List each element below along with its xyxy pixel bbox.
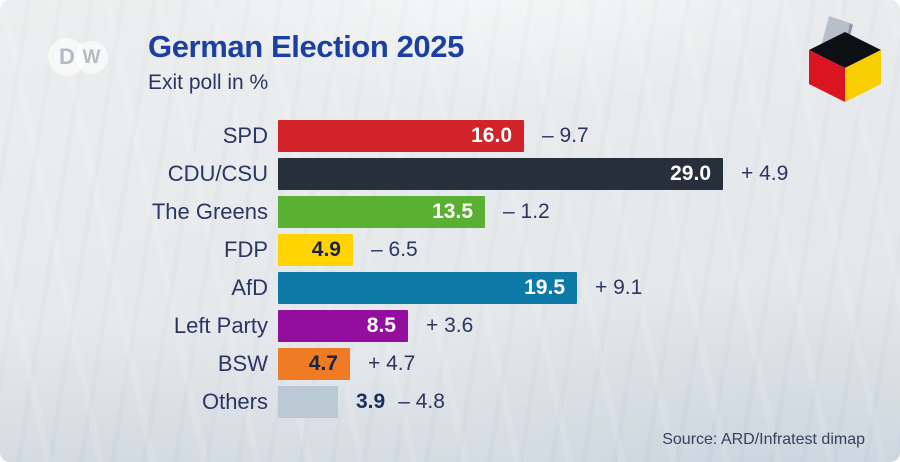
change-label-afd: + 9.1	[595, 276, 643, 299]
value-label-fdp: 4.9	[311, 238, 341, 261]
party-label-bsw: BSW	[217, 351, 268, 376]
exit-poll-bar-chart: SPD 16.0 – 9.7 CDU/CSU 29.0 + 4.9 The Greens 13…	[0, 120, 900, 424]
bar-row-the-greens: The Greens 13.5 – 1.2	[0, 196, 900, 228]
bar-the-greens: 13.5	[278, 196, 485, 228]
value-label-the-greens: 13.5	[432, 200, 473, 223]
dw-logo: D W	[48, 38, 110, 78]
ballot-box-icon	[805, 12, 885, 109]
value-label-afd: 19.5	[524, 276, 565, 299]
bar-left-party: 8.5	[278, 310, 408, 342]
dw-logo-letter-w: W	[82, 46, 101, 68]
bar-cdu-csu: 29.0	[278, 158, 723, 190]
bar-row-bsw: BSW 4.7 + 4.7	[0, 348, 900, 380]
bar-afd: 19.5	[278, 272, 577, 304]
bar-row-cdu-csu: CDU/CSU 29.0 + 4.9	[0, 158, 900, 190]
party-label-afd: AfD	[231, 275, 268, 300]
value-label-left-party: 8.5	[366, 314, 396, 337]
bar-row-afd: AfD 19.5 + 9.1	[0, 272, 900, 304]
party-label-the-greens: The Greens	[151, 199, 268, 224]
bar-row-others: Others 3.9 – 4.8	[0, 386, 900, 418]
party-label-cdu-csu: CDU/CSU	[167, 161, 268, 186]
header: German Election 2025 Exit poll in %	[148, 29, 464, 95]
page-subtitle: Exit poll in %	[148, 71, 269, 95]
value-label-spd: 16.0	[471, 124, 512, 147]
party-label-others: Others	[201, 389, 268, 414]
value-label-cdu-csu: 29.0	[670, 162, 711, 185]
change-label-others: – 4.8	[398, 390, 445, 413]
value-label-others: 3.9	[356, 390, 386, 413]
source-credit: Source: ARD/Infratest dimap	[662, 431, 865, 448]
dw-logo-w-circle: W	[75, 41, 108, 74]
change-label-the-greens: – 1.2	[503, 200, 550, 223]
dw-logo-letter-d: D	[59, 44, 75, 69]
bar-bsw: 4.7	[278, 348, 350, 380]
change-label-spd: – 9.7	[542, 124, 589, 147]
party-label-spd: SPD	[222, 123, 268, 148]
bar-others	[278, 386, 338, 418]
party-label-left-party: Left Party	[173, 313, 268, 338]
change-label-left-party: + 3.6	[426, 314, 474, 337]
change-label-cdu-csu: + 4.9	[741, 162, 789, 185]
value-label-bsw: 4.7	[308, 352, 338, 375]
bar-spd: 16.0	[278, 120, 524, 152]
party-label-fdp: FDP	[224, 237, 268, 262]
bar-row-fdp: FDP 4.9 – 6.5	[0, 234, 900, 266]
change-label-fdp: – 6.5	[371, 238, 418, 261]
page-title: German Election 2025	[148, 29, 464, 64]
bar-row-spd: SPD 16.0 – 9.7	[0, 120, 900, 152]
german-flag-ballot-box-graphic	[809, 16, 881, 102]
bar-fdp: 4.9	[278, 234, 353, 266]
bar-row-left-party: Left Party 8.5 + 3.6	[0, 310, 900, 342]
change-label-bsw: + 4.7	[368, 352, 416, 375]
